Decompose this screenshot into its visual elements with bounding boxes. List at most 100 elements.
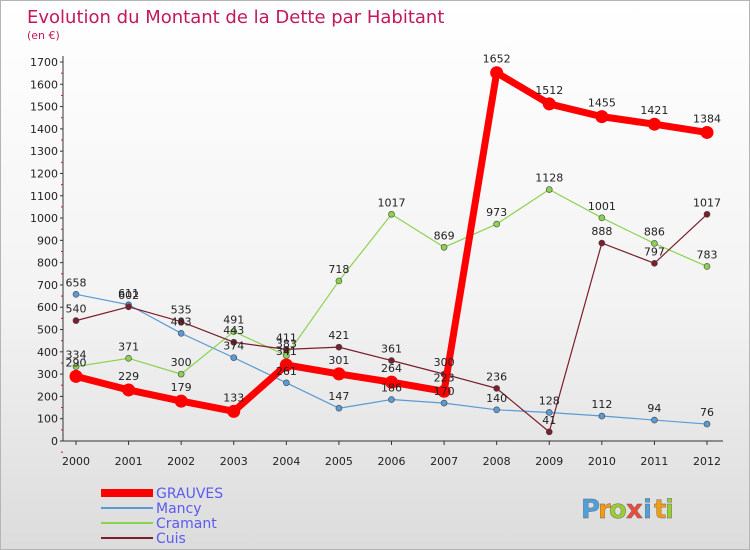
y-tick-label: 200: [37, 390, 58, 403]
y-tick-label: 1600: [30, 78, 58, 91]
x-tick-label: 2008: [483, 455, 511, 468]
data-label: 888: [591, 225, 612, 238]
data-point: [283, 379, 290, 387]
y-tick-label: 1000: [30, 212, 58, 225]
data-point: [122, 383, 136, 397]
y-tick-label: 700: [37, 279, 58, 292]
logo-letter: i: [665, 495, 674, 525]
data-label: 421: [328, 329, 349, 342]
data-label: 361: [381, 343, 402, 356]
x-tick-label: 2009: [535, 455, 563, 468]
data-point: [703, 420, 711, 428]
data-label: 374: [223, 340, 244, 353]
data-point: [598, 412, 606, 420]
data-label: 229: [118, 370, 139, 383]
y-tick-label: 100: [37, 413, 58, 426]
data-label: 1455: [588, 97, 616, 110]
data-point: [335, 277, 343, 285]
data-label: 179: [171, 381, 192, 394]
data-point: [230, 338, 238, 346]
data-label: 334: [66, 349, 87, 362]
data-point: [703, 210, 711, 218]
data-point: [440, 243, 448, 251]
data-point: [72, 291, 80, 298]
data-point: [385, 375, 398, 389]
series-layer: [69, 66, 714, 436]
data-label: 1421: [640, 104, 668, 117]
logo-letter: r: [598, 495, 611, 525]
legend-label-cramant: Cramant: [156, 516, 217, 532]
data-label: 236: [486, 370, 507, 383]
y-tick-label: 1400: [30, 123, 58, 136]
data-point: [388, 357, 395, 364]
data-point: [125, 354, 132, 362]
data-label: 491: [223, 314, 244, 327]
data-point: [700, 125, 714, 139]
data-label: 290: [66, 356, 87, 369]
data-label: 41: [542, 414, 556, 427]
data-label: 76: [700, 406, 714, 419]
logo-letter: x: [626, 495, 643, 525]
data-label: 1001: [588, 200, 616, 213]
data-label: 186: [381, 382, 402, 395]
data-point: [651, 260, 658, 267]
data-point: [545, 409, 553, 416]
x-tick-label: 2011: [640, 455, 668, 468]
data-point: [542, 97, 556, 111]
y-tick-label: 0: [51, 435, 58, 448]
data-label: 223: [434, 371, 455, 384]
y-tick-label: 900: [37, 234, 58, 247]
x-tick-label: 2003: [220, 455, 248, 468]
data-label: 973: [486, 206, 507, 219]
data-point: [283, 346, 290, 353]
data-label: 301: [328, 354, 349, 367]
data-label: 112: [591, 398, 612, 411]
data-point: [437, 384, 451, 398]
data-label: 1652: [483, 53, 511, 66]
y-tick-label: 300: [37, 368, 58, 381]
y-tick-label: 500: [37, 324, 58, 337]
data-point: [388, 210, 395, 218]
y-tick-label: 1300: [30, 145, 58, 158]
data-label: 1128: [535, 172, 563, 185]
data-label: 300: [171, 356, 192, 369]
data-point: [651, 416, 658, 424]
data-point: [332, 367, 346, 381]
data-label: 147: [328, 390, 349, 403]
logo-letter: i: [643, 495, 652, 525]
data-point: [177, 318, 185, 326]
y-tick-label: 400: [37, 346, 58, 359]
y-tick-label: 1500: [30, 101, 58, 114]
x-tick-label: 2000: [62, 455, 90, 468]
x-tick-label: 2006: [378, 455, 406, 468]
x-tick-label: 2004: [272, 455, 300, 468]
logo-letter: t: [654, 495, 666, 525]
x-tick-label: 2012: [693, 455, 721, 468]
data-point: [335, 404, 343, 412]
data-label: 371: [118, 340, 139, 353]
data-label: 170: [434, 385, 455, 398]
data-label: 718: [328, 263, 349, 276]
data-label: 341: [276, 345, 297, 358]
chart-title: Evolution du Montant de la Dette par Hab…: [27, 7, 444, 28]
x-tick-label: 2007: [430, 455, 458, 468]
data-point: [493, 385, 500, 392]
data-labels: 658 611 483 374 261 147 186 170 140 128 112 94 76 334…: [66, 53, 722, 427]
data-label: 383: [276, 338, 297, 351]
data-point: [493, 406, 500, 414]
data-point: [177, 370, 185, 378]
data-label: 443: [223, 324, 244, 337]
data-label: 300: [434, 356, 455, 369]
data-point: [490, 66, 504, 80]
data-point: [493, 220, 500, 228]
data-label: 1384: [693, 112, 721, 125]
data-label: 886: [644, 225, 665, 238]
x-tick-label: 2010: [588, 455, 616, 468]
data-label: 1017: [693, 196, 721, 209]
data-label: 411: [276, 331, 297, 344]
data-label: 264: [381, 362, 402, 375]
data-label: 128: [539, 394, 560, 407]
data-point: [230, 328, 238, 335]
